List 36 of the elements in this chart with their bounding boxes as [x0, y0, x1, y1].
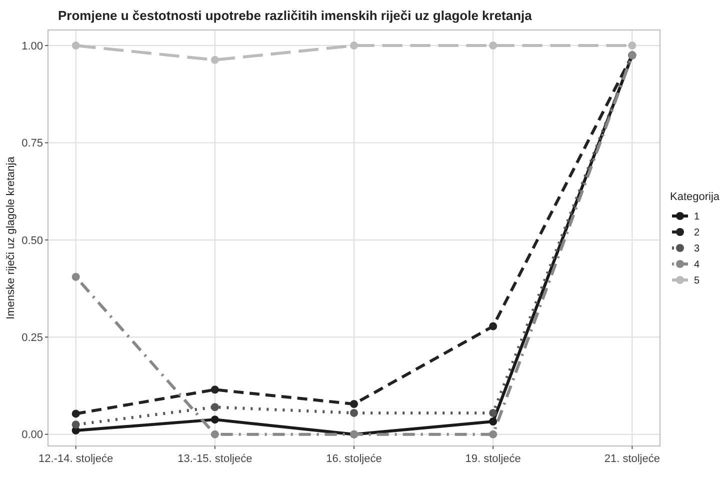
- legend-label: 1: [694, 212, 700, 222]
- point: [350, 42, 358, 50]
- point: [350, 408, 358, 417]
- x-tick-label: 21. stoljeće: [604, 453, 660, 465]
- y-tick-label: 0.00: [22, 429, 43, 442]
- point: [489, 322, 498, 330]
- point: [72, 42, 80, 50]
- x-tick-label: 13.-15. stoljeće: [178, 453, 252, 465]
- point: [72, 420, 80, 429]
- point: [210, 386, 219, 394]
- y-tick-label: 1.00: [22, 40, 43, 52]
- legend-label: 3: [694, 244, 700, 254]
- legend-label: 2: [694, 228, 700, 238]
- chart-title: Promjene u čestotnosti upotrebe različitih imenskih riječi uz glagole kretanja: [58, 8, 533, 23]
- point: [489, 430, 498, 438]
- legend-label: 5: [694, 276, 700, 286]
- legend-title: Kategorija: [670, 191, 720, 203]
- point: [210, 416, 219, 424]
- x-tick-label: 19. stoljeće: [465, 453, 521, 465]
- point: [210, 430, 219, 438]
- x-tick-label: 12.-14. stoljeće: [38, 453, 114, 465]
- point: [489, 408, 498, 417]
- x-tick-label: 16. stoljeće: [326, 453, 382, 465]
- point: [72, 272, 80, 281]
- point: [489, 42, 498, 50]
- point: [350, 400, 358, 408]
- legend-label: 4: [694, 260, 700, 270]
- point: [210, 403, 219, 412]
- y-tick-label: 0.25: [22, 332, 43, 344]
- point: [628, 42, 636, 50]
- point: [72, 410, 80, 418]
- y-tick-label: 0.50: [22, 234, 43, 247]
- y-axis-title: Imenske riječi uz glagole kretanja: [5, 156, 17, 320]
- y-tick-label: 0.75: [22, 138, 43, 150]
- point: [210, 56, 219, 64]
- point: [489, 418, 498, 426]
